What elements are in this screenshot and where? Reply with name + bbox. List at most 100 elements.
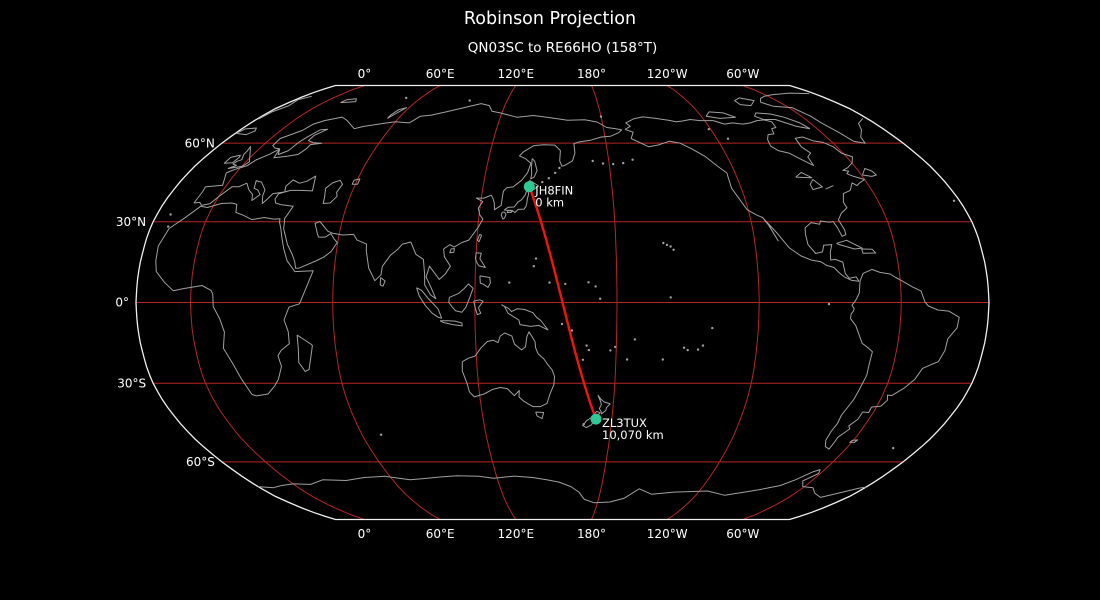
island-dot	[707, 128, 710, 131]
coastline	[155, 202, 314, 397]
coastline	[340, 98, 357, 104]
coastline	[501, 304, 549, 331]
island-dot	[534, 257, 538, 260]
island-dot	[892, 446, 895, 450]
island-dot	[633, 338, 637, 341]
island-dot	[827, 302, 831, 306]
island-dot	[726, 137, 730, 140]
island-dot	[169, 213, 172, 216]
coastline	[734, 97, 755, 107]
island-dot	[662, 241, 665, 245]
lon-tick-label-bottom: 60°W	[726, 527, 759, 541]
coastline	[439, 320, 463, 327]
island-dot	[622, 161, 625, 165]
lon-tick-label-bottom: 0°	[358, 527, 372, 541]
island-dot	[582, 423, 585, 426]
great-circle-path	[528, 185, 598, 421]
island-dot	[599, 297, 602, 300]
island-dot	[532, 265, 535, 268]
coastline	[597, 394, 611, 415]
lat-tick-label: 60°N	[185, 136, 215, 150]
coastline	[849, 439, 859, 443]
island-dot	[952, 199, 956, 202]
coastline	[448, 283, 474, 313]
lon-tick-label-bottom: 180°	[577, 527, 606, 541]
coastline	[754, 112, 811, 130]
island-dot	[672, 248, 675, 251]
island-dot	[665, 243, 669, 247]
lat-tick-label: 60°S	[186, 455, 215, 469]
coastline	[461, 331, 555, 408]
island-dot	[711, 326, 714, 330]
island-dot	[570, 329, 574, 332]
coastline	[809, 179, 823, 191]
meridian-line	[474, 85, 517, 520]
coastline	[476, 233, 483, 243]
coastline	[795, 171, 813, 179]
coastline	[479, 275, 491, 288]
island-dot	[585, 344, 588, 347]
island-dot	[661, 358, 664, 361]
island-dot	[686, 348, 689, 352]
island-dot	[554, 171, 557, 175]
coastline	[322, 179, 343, 204]
axes-title: QN03SC to RE66HO (158°T)	[467, 40, 658, 56]
coastline	[474, 252, 486, 268]
island-dot	[541, 180, 544, 184]
coastline	[258, 92, 866, 144]
island-dot	[564, 282, 567, 286]
meridian-line	[666, 85, 760, 520]
island-dot	[594, 285, 597, 288]
island-dot	[548, 281, 551, 284]
station-distance-label: 0 km	[535, 196, 564, 210]
meridian-line	[332, 85, 441, 520]
island-dot	[669, 296, 672, 299]
coastline	[351, 178, 361, 185]
meridian-line	[742, 85, 902, 520]
lon-tick-label-top: 0°	[358, 67, 372, 81]
station-marker-from	[523, 181, 535, 193]
station-marker-to	[590, 413, 602, 425]
coastline	[825, 185, 834, 190]
coastline	[379, 277, 386, 287]
lon-tick-label-bottom: 120°W	[647, 527, 688, 541]
lon-tick-label-bottom: 60°E	[426, 527, 455, 541]
lon-tick-label-top: 60°W	[726, 67, 759, 81]
coastline	[624, 116, 866, 282]
coastline	[503, 190, 530, 214]
station-callsign-label: JH8FIN	[534, 184, 573, 198]
figure-title: Robinson Projection	[463, 9, 637, 29]
island-dot	[560, 322, 564, 326]
island-dot	[612, 162, 615, 166]
coastline	[387, 107, 408, 119]
lon-tick-label-top: 60°E	[426, 67, 455, 81]
island-dot	[591, 159, 594, 163]
coastline	[506, 209, 513, 214]
lon-tick-label-top: 120°E	[498, 67, 535, 81]
coastline	[861, 248, 877, 254]
coastline	[824, 268, 960, 450]
coastline	[296, 334, 313, 372]
island-dot	[614, 345, 617, 349]
coastline	[473, 299, 484, 316]
island-dot	[631, 158, 634, 161]
meridian-line	[189, 85, 365, 520]
island-dot	[468, 99, 471, 102]
island-dot	[547, 177, 550, 180]
coastline	[449, 248, 455, 254]
coastline	[836, 239, 863, 250]
map-boundary	[135, 84, 990, 521]
coastline	[193, 103, 623, 300]
coastline	[235, 127, 257, 136]
lat-tick-label: 30°N	[116, 215, 146, 229]
island-dot	[558, 166, 561, 170]
island-dot	[581, 358, 585, 361]
coastline	[500, 211, 507, 220]
lon-tick-label-top: 120°W	[647, 67, 688, 81]
island-dot	[669, 245, 672, 248]
island-dot	[167, 225, 170, 228]
coastline	[223, 154, 242, 164]
lon-tick-label-top: 180°	[577, 67, 606, 81]
island-dot	[599, 115, 603, 118]
